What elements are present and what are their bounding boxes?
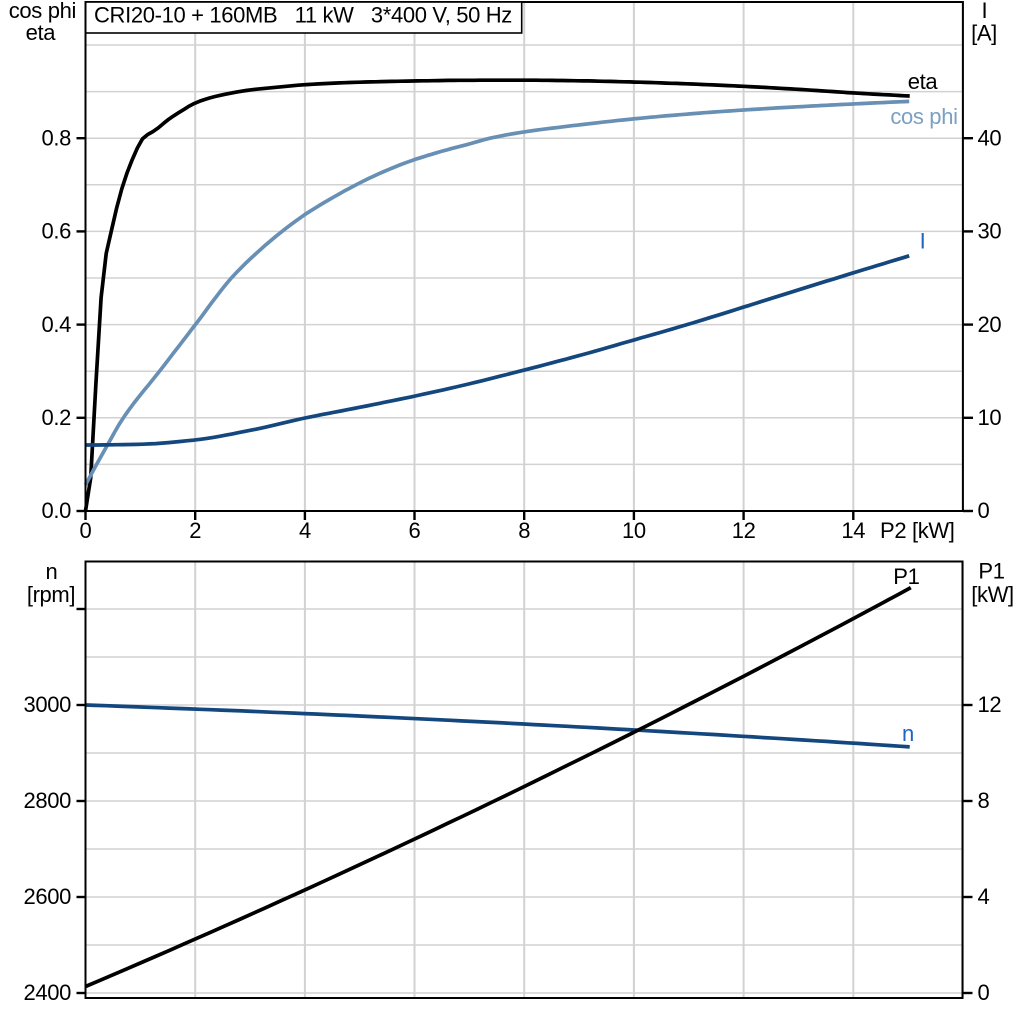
svg-text:P1: P1 <box>978 559 1004 584</box>
svg-text:0: 0 <box>978 498 990 523</box>
svg-text:30: 30 <box>978 219 1002 244</box>
svg-text:cos phi: cos phi <box>9 0 76 23</box>
svg-text:cos phi: cos phi <box>890 104 957 129</box>
svg-text:n: n <box>902 721 914 746</box>
svg-text:0.4: 0.4 <box>41 312 71 337</box>
svg-text:0.0: 0.0 <box>41 498 71 523</box>
svg-text:4: 4 <box>978 884 990 909</box>
svg-text:2400: 2400 <box>23 980 71 1005</box>
svg-text:0.8: 0.8 <box>41 125 71 150</box>
svg-text:[rpm]: [rpm] <box>27 582 75 607</box>
svg-text:0.2: 0.2 <box>41 405 71 430</box>
svg-text:eta: eta <box>908 69 939 94</box>
svg-text:12: 12 <box>978 692 1002 717</box>
svg-text:0: 0 <box>978 980 990 1005</box>
svg-text:0: 0 <box>80 518 92 543</box>
svg-text:I: I <box>920 228 926 253</box>
svg-text:4: 4 <box>299 518 311 543</box>
svg-text:20: 20 <box>978 312 1002 337</box>
svg-text:eta: eta <box>26 20 57 45</box>
svg-text:10: 10 <box>622 518 646 543</box>
svg-text:2600: 2600 <box>23 884 71 909</box>
svg-text:P1: P1 <box>893 564 919 589</box>
svg-text:8: 8 <box>518 518 530 543</box>
svg-text:8: 8 <box>978 788 990 813</box>
svg-text:[kW]: [kW] <box>971 582 1014 607</box>
svg-text:P2 [kW]: P2 [kW] <box>880 518 955 543</box>
svg-text:40: 40 <box>978 125 1002 150</box>
svg-text:14: 14 <box>841 518 865 543</box>
svg-text:10: 10 <box>978 405 1002 430</box>
svg-text:12: 12 <box>732 518 756 543</box>
svg-text:2: 2 <box>189 518 201 543</box>
svg-text:I: I <box>982 0 988 23</box>
svg-text:0.6: 0.6 <box>41 219 71 244</box>
svg-text:[A]: [A] <box>971 20 997 45</box>
svg-text:3000: 3000 <box>23 692 71 717</box>
svg-text:2800: 2800 <box>23 788 71 813</box>
svg-text:6: 6 <box>409 518 421 543</box>
svg-text:CRI20-10 + 160MB 11 kW 3*4: CRI20-10 + 160MB 11 kW 3*400 V, 50 Hz <box>94 2 512 27</box>
svg-text:n: n <box>46 559 58 584</box>
